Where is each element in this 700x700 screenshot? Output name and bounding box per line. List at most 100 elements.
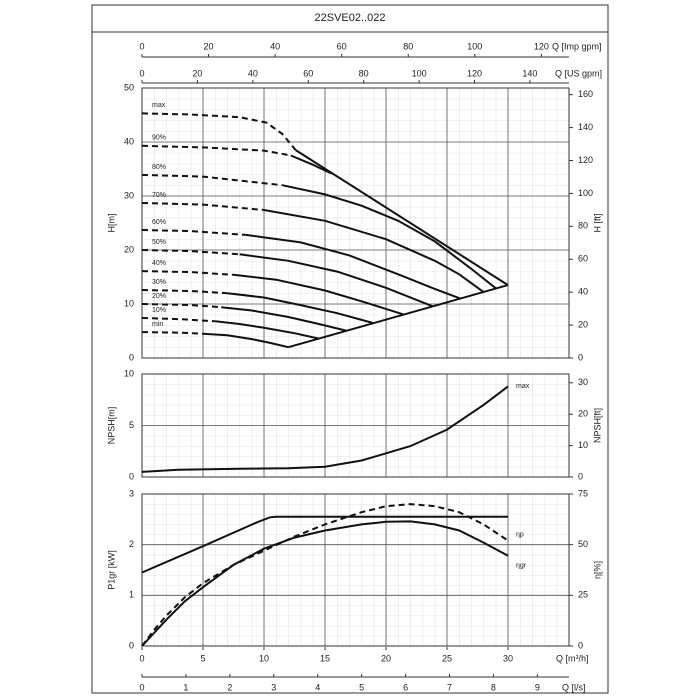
y2-tick-label: 40	[578, 287, 588, 297]
y-axis-label: H[m]	[106, 214, 116, 233]
x-tick-label: 80	[403, 41, 413, 51]
y-tick-label: 5	[129, 420, 134, 430]
series-label: ηgr	[516, 563, 527, 570]
x-tick-label: 5	[200, 653, 205, 663]
series-label: max	[516, 383, 530, 390]
curve-label: max	[152, 102, 166, 109]
x-tick-label: 20	[192, 68, 202, 78]
y2-axis-label: η[%]	[592, 561, 602, 579]
y-axis-label: P1gr [kW]	[106, 550, 116, 590]
y2-tick-label: 25	[578, 590, 588, 600]
x-axis-label: Q [l/s]	[562, 682, 586, 692]
x-tick-label: 40	[248, 68, 258, 78]
curve-label: 50%	[152, 239, 166, 246]
minor-grid	[142, 88, 569, 358]
y2-axis-label: H [ft]	[592, 213, 602, 232]
x-tick-label: 30	[503, 653, 513, 663]
y-tick-label: 3	[129, 488, 134, 498]
series-line	[141, 515, 508, 574]
head-curve-dashed	[141, 112, 297, 151]
curve-label: 40%	[152, 260, 166, 267]
head-curve-dashed	[141, 144, 291, 157]
x-tick-label: 0	[139, 68, 144, 78]
x-tick-label: 120	[467, 68, 482, 78]
x-tick-label: 0	[139, 41, 144, 51]
y2-tick-label: 100	[578, 188, 593, 198]
series-line	[141, 503, 509, 647]
curve-label: 60%	[152, 219, 166, 226]
y-tick-label: 40	[124, 136, 134, 146]
x-tick-label: 60	[337, 41, 347, 51]
x-tick-label: 0	[139, 653, 144, 663]
x-tick-label: 25	[442, 653, 452, 663]
x-tick-label: 9	[535, 682, 540, 692]
y2-tick-label: 140	[578, 122, 593, 132]
head-curve	[290, 154, 332, 175]
y-tick-label: 50	[124, 82, 134, 92]
x-tick-label: 8	[491, 682, 496, 692]
y-tick-label: 0	[129, 640, 134, 650]
x-tick-label: 7	[447, 682, 452, 692]
x-tick-label: 5	[359, 682, 364, 692]
y2-tick-label: 30	[578, 377, 588, 387]
head-curve	[215, 320, 320, 340]
y-tick-label: 30	[124, 190, 134, 200]
head-curve	[221, 306, 346, 332]
y2-tick-label: 10	[578, 440, 588, 450]
x-axis-label: Q [Imp gpm]	[552, 41, 602, 51]
plot-frame	[141, 373, 570, 478]
head-curve	[239, 253, 433, 308]
y-tick-label: 1	[129, 590, 134, 600]
x-tick-label: 100	[467, 41, 482, 51]
minor-grid	[142, 494, 569, 646]
curve-label: 30%	[152, 279, 166, 286]
curve-label: 90%	[152, 135, 166, 142]
y2-tick-label: 0	[578, 471, 583, 481]
y2-tick-label: 50	[578, 539, 588, 549]
y2-tick-label: 120	[578, 155, 593, 165]
x-tick-label: 0	[139, 682, 144, 692]
head-curve-dashed	[141, 331, 204, 335]
x-tick-label: 20	[381, 653, 391, 663]
curve-label: 80%	[152, 164, 166, 171]
head-curve-dashed	[141, 317, 216, 323]
y2-tick-label: 0	[578, 640, 583, 650]
x-tick-label: 15	[320, 653, 330, 663]
series-line	[141, 520, 509, 647]
y-axis-label: NPSH[m]	[106, 407, 116, 445]
head-curve-dashed	[141, 289, 228, 295]
plot-frame	[141, 87, 570, 359]
curve-label: 20%	[152, 293, 166, 300]
y-tick-label: 2	[129, 539, 134, 549]
head-curve-dashed	[141, 229, 246, 236]
y2-tick-label: 75	[578, 488, 588, 498]
x-tick-label: 100	[412, 68, 427, 78]
curve-label: 10%	[152, 307, 166, 314]
y-tick-label: 10	[124, 298, 134, 308]
y2-axis-label: NPSH[ft]	[592, 408, 602, 443]
x-tick-label: 6	[403, 682, 408, 692]
x-tick-label: 80	[359, 68, 369, 78]
head-curve	[245, 233, 461, 300]
y2-tick-label: 80	[578, 221, 588, 231]
envelope	[288, 284, 509, 349]
y-tick-label: 0	[129, 471, 134, 481]
x-axis-label: Q [m³/h]	[556, 653, 589, 663]
x-tick-label: 120	[534, 41, 549, 51]
head-curve	[227, 292, 373, 324]
curve-label: min	[152, 321, 163, 328]
y2-tick-label: 160	[578, 89, 593, 99]
head-curve-dashed	[141, 249, 240, 256]
y2-tick-label: 0	[578, 352, 583, 362]
chart-title: 22SVE02..022	[315, 12, 386, 24]
head-curve	[263, 209, 485, 293]
x-tick-label: 140	[522, 68, 537, 78]
x-tick-label: 4	[315, 682, 320, 692]
y-tick-label: 20	[124, 244, 134, 254]
x-tick-label: 20	[204, 41, 214, 51]
curve-label: 70%	[152, 192, 166, 199]
series-line	[141, 385, 509, 473]
series-label: ηp	[516, 531, 524, 538]
x-tick-label: 60	[303, 68, 313, 78]
x-tick-label: 2	[227, 682, 232, 692]
